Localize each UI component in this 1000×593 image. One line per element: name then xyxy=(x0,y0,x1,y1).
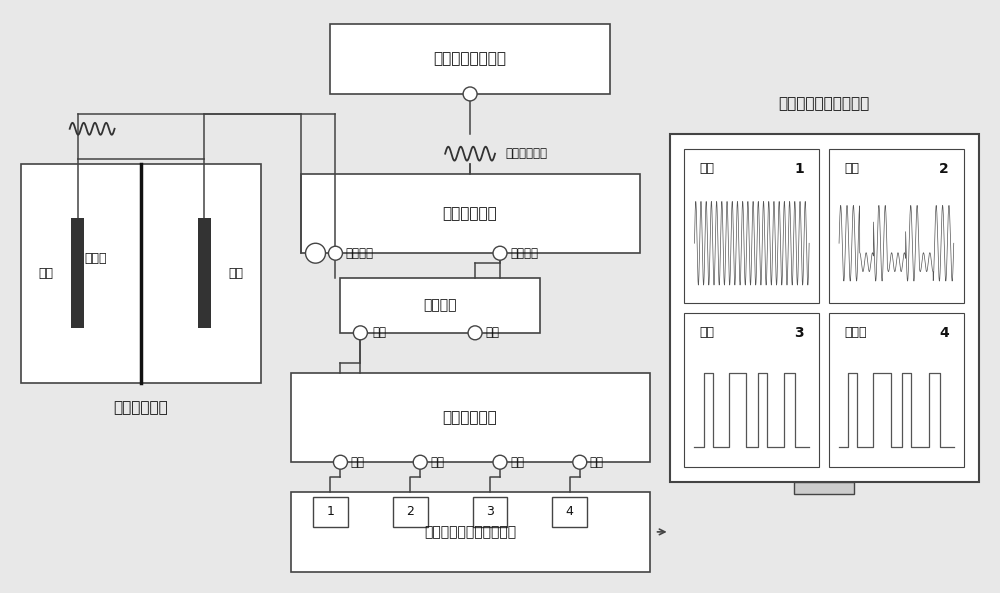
Text: 计算机显示及分析系统: 计算机显示及分析系统 xyxy=(778,97,870,111)
Text: 交流信号发生系统: 交流信号发生系统 xyxy=(434,52,507,66)
Text: 4: 4 xyxy=(939,326,949,340)
Bar xyxy=(313,497,348,527)
Text: 电位: 电位 xyxy=(699,162,714,175)
Text: 电流: 电流 xyxy=(430,455,444,468)
Bar xyxy=(330,24,610,94)
Text: 3: 3 xyxy=(794,326,804,340)
Bar xyxy=(670,134,979,482)
Text: 2: 2 xyxy=(939,162,949,176)
Bar xyxy=(552,497,587,527)
Circle shape xyxy=(333,455,347,469)
Circle shape xyxy=(328,246,342,260)
Text: 振幅: 振幅 xyxy=(699,326,714,339)
Bar xyxy=(198,218,211,328)
Text: 滤波系统: 滤波系统 xyxy=(423,298,457,313)
Text: 电位: 电位 xyxy=(350,455,364,468)
Text: 振幅: 振幅 xyxy=(510,455,524,468)
Text: 1: 1 xyxy=(327,505,334,518)
Bar xyxy=(393,497,428,527)
Circle shape xyxy=(463,87,477,101)
Text: 纳米孔: 纳米孔 xyxy=(85,251,107,264)
Text: 4: 4 xyxy=(566,505,574,518)
Bar xyxy=(473,497,507,527)
Circle shape xyxy=(306,243,325,263)
Text: 电极: 电极 xyxy=(228,267,243,280)
Circle shape xyxy=(493,455,507,469)
Text: 锁相放大系统: 锁相放大系统 xyxy=(443,410,497,425)
Bar xyxy=(291,492,650,572)
Bar xyxy=(684,313,819,467)
Text: 1: 1 xyxy=(794,162,804,176)
Bar xyxy=(829,313,964,467)
Bar xyxy=(340,278,540,333)
Text: 相位: 相位 xyxy=(590,455,604,468)
Text: 2: 2 xyxy=(406,505,414,518)
Text: 电流输出: 电流输出 xyxy=(510,247,538,260)
Text: 交流信号输入: 交流信号输入 xyxy=(505,147,547,160)
Bar xyxy=(71,218,84,328)
Text: 电流放大系统: 电流放大系统 xyxy=(443,206,497,221)
Text: 相位差: 相位差 xyxy=(844,326,867,339)
Circle shape xyxy=(468,326,482,340)
Bar xyxy=(794,482,854,494)
Text: 电流: 电流 xyxy=(844,162,859,175)
Circle shape xyxy=(413,455,427,469)
Bar xyxy=(684,149,819,303)
Text: 电位输出: 电位输出 xyxy=(345,247,373,260)
Text: 电极: 电极 xyxy=(39,267,54,280)
Bar xyxy=(21,164,261,382)
Circle shape xyxy=(353,326,367,340)
Circle shape xyxy=(573,455,587,469)
Bar xyxy=(291,372,650,462)
Text: 输入: 输入 xyxy=(485,326,499,339)
Bar xyxy=(301,174,640,253)
Text: 多通道数据同步采集系统: 多通道数据同步采集系统 xyxy=(424,525,516,539)
Text: 3: 3 xyxy=(486,505,494,518)
Circle shape xyxy=(493,246,507,260)
Text: 输出: 输出 xyxy=(372,326,386,339)
Text: 纳米孔检测池: 纳米孔检测池 xyxy=(114,400,168,415)
Bar xyxy=(829,149,964,303)
